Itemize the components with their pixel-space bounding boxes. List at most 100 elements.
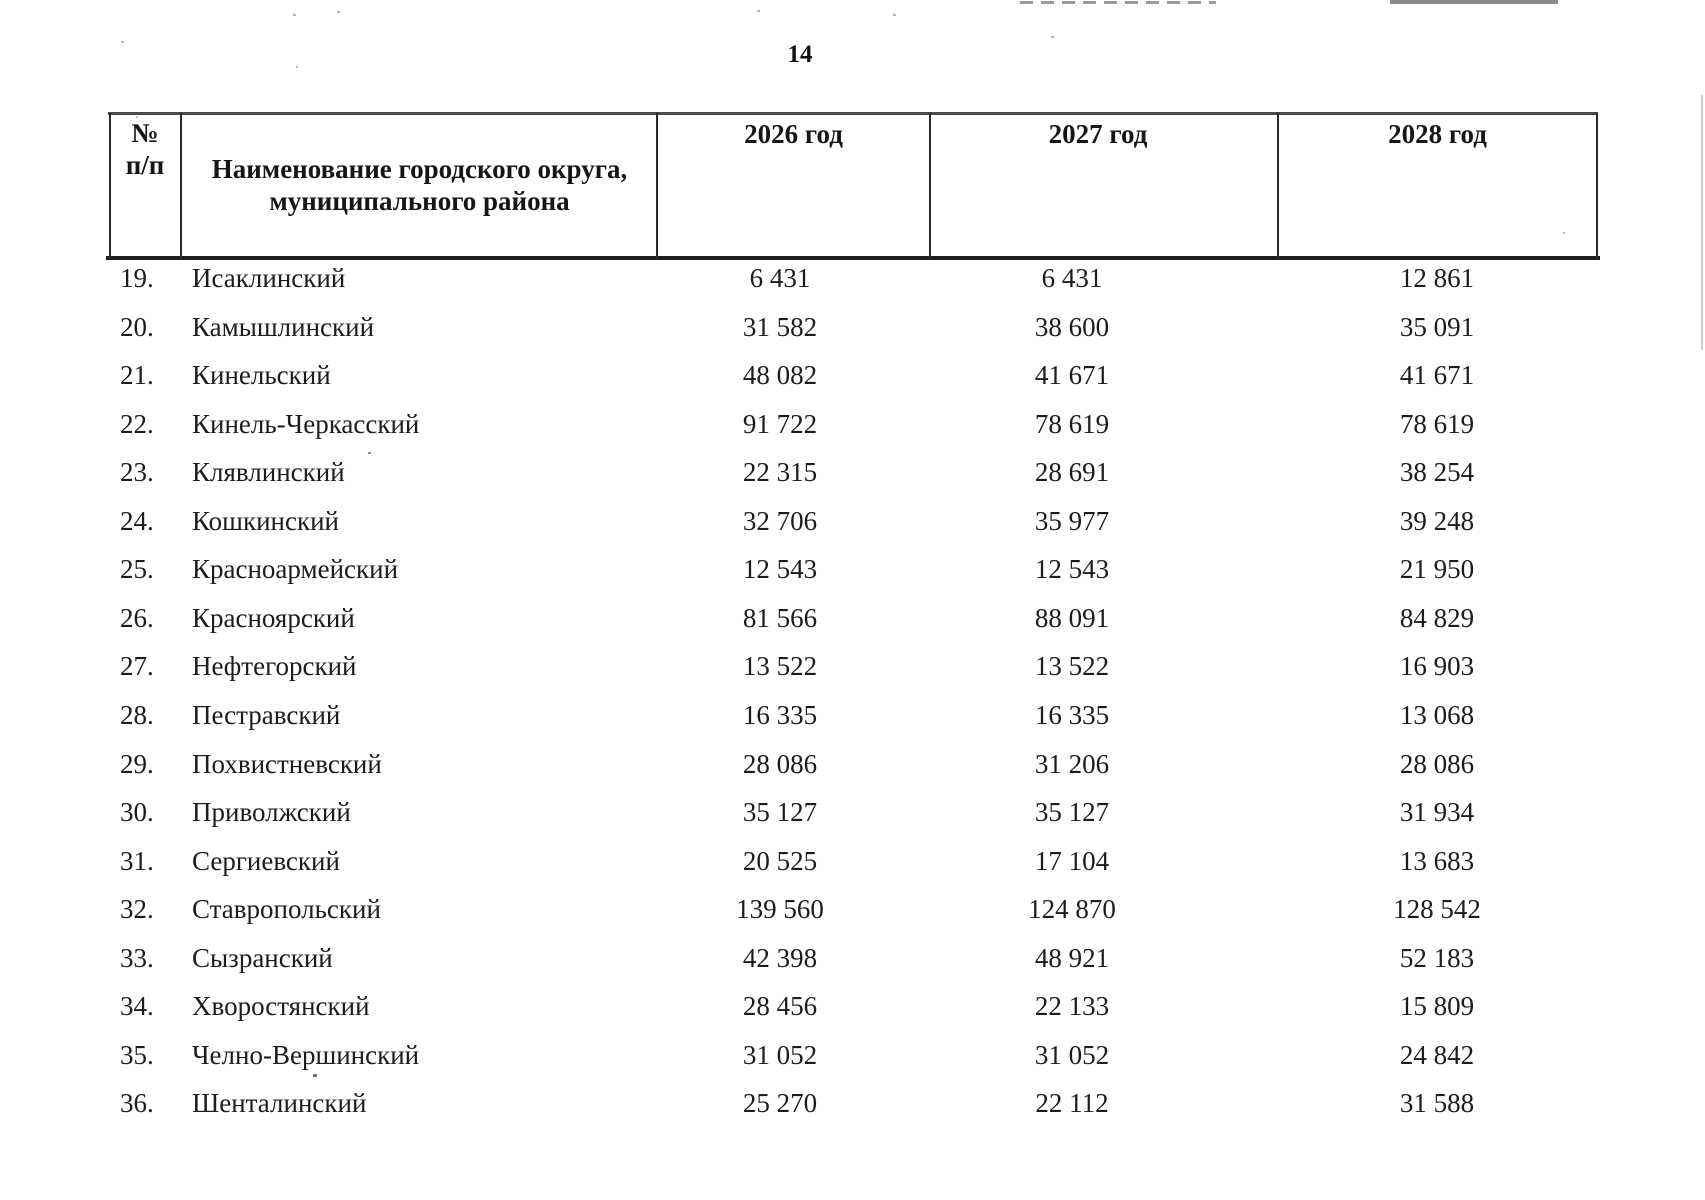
value-2027: 22 133 <box>1034 991 1110 1022</box>
value-2026: 31 582 <box>742 311 818 342</box>
table-row: 30. Приволжский 35 127 35 127 31 934 <box>0 797 1705 831</box>
district-name: Кошкинский <box>192 505 339 536</box>
row-number: 23. <box>120 457 154 488</box>
district-name: Клявлинский <box>192 457 345 488</box>
row-number: 30. <box>120 797 154 828</box>
table-row: 19. Исаклинский 6 431 6 431 12 861 <box>0 263 1705 297</box>
table-row: 26. Красноярский 81 566 88 091 84 829 <box>0 603 1705 637</box>
value-2028: 16 903 <box>1399 651 1475 682</box>
scan-speck <box>757 10 760 12</box>
value-2026: 28 456 <box>742 991 818 1022</box>
value-2028: 38 254 <box>1399 457 1475 488</box>
page-number: 14 <box>787 41 813 68</box>
value-2026: 22 315 <box>742 457 818 488</box>
value-2026: 31 052 <box>742 1039 818 1070</box>
scan-artifact-dashed-line <box>1020 1 1216 4</box>
header-col-num-line1: № <box>131 118 159 148</box>
value-2028: 31 934 <box>1399 797 1475 828</box>
value-2026: 91 722 <box>742 408 818 439</box>
value-2028: 84 829 <box>1399 602 1475 633</box>
district-name: Сергиевский <box>192 845 340 876</box>
row-number: 28. <box>120 699 154 730</box>
district-name: Пестравский <box>192 699 341 730</box>
table-row: 34. Хворостянский 28 456 22 133 15 809 <box>0 991 1705 1025</box>
value-2028: 13 068 <box>1399 699 1475 730</box>
value-2027: 35 977 <box>1034 505 1110 536</box>
district-name: Кинель-Черкасский <box>192 408 420 439</box>
value-2028: 15 809 <box>1399 991 1475 1022</box>
header-col-2027: 2027 год <box>1048 119 1148 149</box>
value-2026: 12 543 <box>742 554 818 585</box>
row-number: 36. <box>120 1088 154 1119</box>
value-2027: 6 431 <box>1041 263 1103 293</box>
table-row: 29. Похвистневский 28 086 31 206 28 086 <box>0 749 1705 783</box>
value-2028: 31 588 <box>1399 1088 1475 1119</box>
value-2026: 81 566 <box>742 602 818 633</box>
row-number: 25. <box>120 554 154 585</box>
value-2028: 12 861 <box>1399 263 1475 293</box>
value-2026: 20 525 <box>742 845 818 876</box>
table-header-top-border <box>108 112 1598 115</box>
table-row: 27. Нефтегорский 13 522 13 522 16 903 <box>0 651 1705 685</box>
value-2027: 17 104 <box>1034 845 1110 876</box>
value-2027: 38 600 <box>1034 311 1110 342</box>
district-name: Кинельский <box>192 360 331 391</box>
district-name: Ставропольский <box>192 894 381 925</box>
table-row: 32. Ставропольский 139 560 124 870 128 542 <box>0 894 1705 928</box>
value-2027: 22 112 <box>1035 1088 1109 1119</box>
table-row: 33. Сызранский 42 398 48 921 52 183 <box>0 943 1705 977</box>
value-2028: 21 950 <box>1399 554 1475 585</box>
value-2026: 25 270 <box>742 1088 818 1119</box>
scan-artifact-gray-line <box>1390 0 1558 4</box>
row-number: 19. <box>120 263 154 293</box>
value-2028: 78 619 <box>1399 408 1475 439</box>
column-separator-num-name <box>180 113 182 259</box>
value-2028: 13 683 <box>1399 845 1475 876</box>
row-number: 31. <box>120 845 154 876</box>
scan-speck <box>1563 232 1565 234</box>
district-name: Похвистневский <box>192 748 382 779</box>
header-col-2026: 2026 год <box>744 119 843 149</box>
table-row: 21. Кинельский 48 082 41 671 41 671 <box>0 360 1705 394</box>
table-border-left <box>109 113 111 259</box>
table-row: 35. Челно-Вершинский 31 052 31 052 24 842 <box>0 1040 1705 1074</box>
row-number: 35. <box>120 1039 154 1070</box>
district-name: Хворостянский <box>192 991 370 1022</box>
value-2026: 13 522 <box>742 651 818 682</box>
value-2028: 41 671 <box>1399 360 1475 391</box>
district-name: Красноярский <box>192 602 355 633</box>
table-row: 22. Кинель-Черкасский 91 722 78 619 78 619 <box>0 409 1705 443</box>
value-2027: 28 691 <box>1034 457 1110 488</box>
district-name: Приволжский <box>192 797 351 828</box>
district-name: Сызранский <box>192 942 333 973</box>
table-row: 31. Сергиевский 20 525 17 104 13 683 <box>0 846 1705 880</box>
table-row: 28. Пестравский 16 335 16 335 13 068 <box>0 700 1705 734</box>
table-row: 25. Красноармейский 12 543 12 543 21 950 <box>0 554 1705 588</box>
value-2028: 24 842 <box>1399 1039 1475 1070</box>
value-2026: 42 398 <box>742 942 818 973</box>
value-2026: 35 127 <box>742 797 818 828</box>
value-2026: 32 706 <box>742 505 818 536</box>
value-2027: 31 052 <box>1034 1039 1110 1070</box>
value-2027: 48 921 <box>1034 942 1110 973</box>
value-2026: 28 086 <box>742 748 818 779</box>
scan-speck <box>296 66 298 68</box>
table-border-right <box>1596 113 1598 259</box>
value-2027: 13 522 <box>1034 651 1110 682</box>
value-2026: 16 335 <box>742 699 818 730</box>
scan-speck <box>293 14 296 16</box>
district-name: Красноармейский <box>192 554 399 585</box>
district-name: Камышлинский <box>192 311 375 342</box>
row-number: 21. <box>120 360 154 391</box>
table-row: 20. Камышлинский 31 582 38 600 35 091 <box>0 312 1705 346</box>
row-number: 32. <box>120 894 154 925</box>
table-row: 24. Кошкинский 32 706 35 977 39 248 <box>0 506 1705 540</box>
row-number: 34. <box>120 991 154 1022</box>
row-number: 20. <box>120 311 154 342</box>
table-row: 36. Шенталинский 25 270 22 112 31 588 <box>0 1088 1705 1122</box>
column-separator-2026-2027 <box>929 113 931 259</box>
value-2026: 6 431 <box>749 263 811 293</box>
row-number: 24. <box>120 505 154 536</box>
value-2027: 12 543 <box>1034 554 1110 585</box>
